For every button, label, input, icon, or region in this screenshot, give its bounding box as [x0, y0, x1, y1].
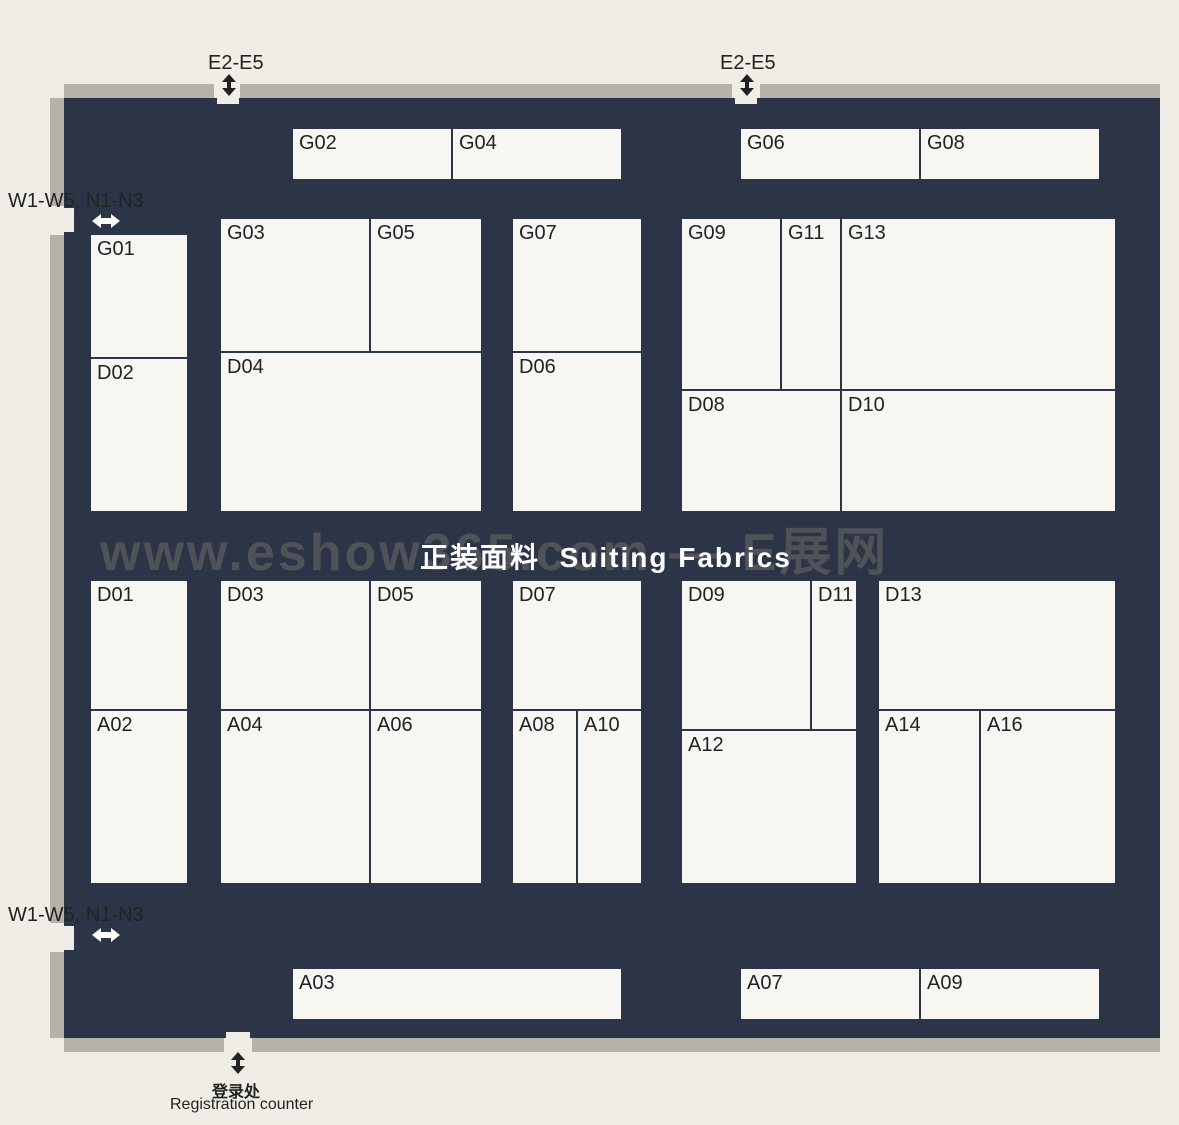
booth-g13: G13: [841, 218, 1116, 390]
hall-title-cn: 正装面料: [420, 542, 540, 573]
booth-d09: D09: [681, 580, 811, 730]
booth-d01: D01: [90, 580, 188, 710]
booth-d07: D07: [512, 580, 642, 710]
double-arrow-v-icon: [222, 74, 236, 96]
booth-a09: A09: [920, 968, 1100, 1020]
booth-d13: D13: [878, 580, 1116, 710]
registration-label-en: Registration counter: [170, 1096, 313, 1114]
booth-d04: D04: [220, 352, 482, 512]
booth-g08: G08: [920, 128, 1100, 180]
booth-g11: G11: [781, 218, 841, 390]
gate-bottom: [226, 1032, 250, 1052]
double-arrow-h-icon: [92, 928, 120, 942]
double-arrow-h-icon: [92, 214, 120, 228]
booth-g09: G09: [681, 218, 781, 390]
booth-a08: A08: [512, 710, 577, 884]
booth-a10: A10: [577, 710, 642, 884]
booth-d05: D05: [370, 580, 482, 710]
booth-d10: D10: [841, 390, 1116, 512]
booth-g04: G04: [452, 128, 622, 180]
edge-top-1: [64, 84, 214, 98]
hall-title: 正装面料 Suiting Fabrics: [420, 536, 792, 576]
booth-a14: A14: [878, 710, 980, 884]
edge-left-2: [50, 235, 64, 923]
booth-a03: A03: [292, 968, 622, 1020]
edge-bottom-2: [252, 1038, 1160, 1052]
edge-top-2: [240, 84, 732, 98]
booth-a06: A06: [370, 710, 482, 884]
hall-title-en: Suiting Fabrics: [560, 542, 792, 573]
booth-g03: G03: [220, 218, 370, 352]
edge-top-3: [760, 84, 1160, 98]
booth-g06: G06: [740, 128, 920, 180]
exit-left-1-label: W1-W5, N1-N3: [8, 190, 144, 213]
booth-g05: G05: [370, 218, 482, 352]
double-arrow-v-icon: [231, 1052, 245, 1074]
booth-d03: D03: [220, 580, 370, 710]
booth-a12: A12: [681, 730, 857, 884]
exit-left-2-label: W1-W5, N1-N3: [8, 904, 144, 927]
booth-a07: A07: [740, 968, 920, 1020]
exit-top-2-label: E2-E5: [720, 52, 776, 75]
booth-d02: D02: [90, 358, 188, 512]
booth-g07: G07: [512, 218, 642, 352]
edge-left-3: [50, 952, 64, 1038]
booth-g02: G02: [292, 128, 452, 180]
booth-a04: A04: [220, 710, 370, 884]
booth-a02: A02: [90, 710, 188, 884]
booth-d11: D11: [811, 580, 857, 730]
exit-top-1-label: E2-E5: [208, 52, 264, 75]
edge-bottom-1: [64, 1038, 224, 1052]
booth-d08: D08: [681, 390, 841, 512]
booth-a16: A16: [980, 710, 1116, 884]
double-arrow-v-icon: [740, 74, 754, 96]
booth-g01: G01: [90, 234, 188, 358]
gate-left-2: [50, 926, 74, 950]
booth-d06: D06: [512, 352, 642, 512]
